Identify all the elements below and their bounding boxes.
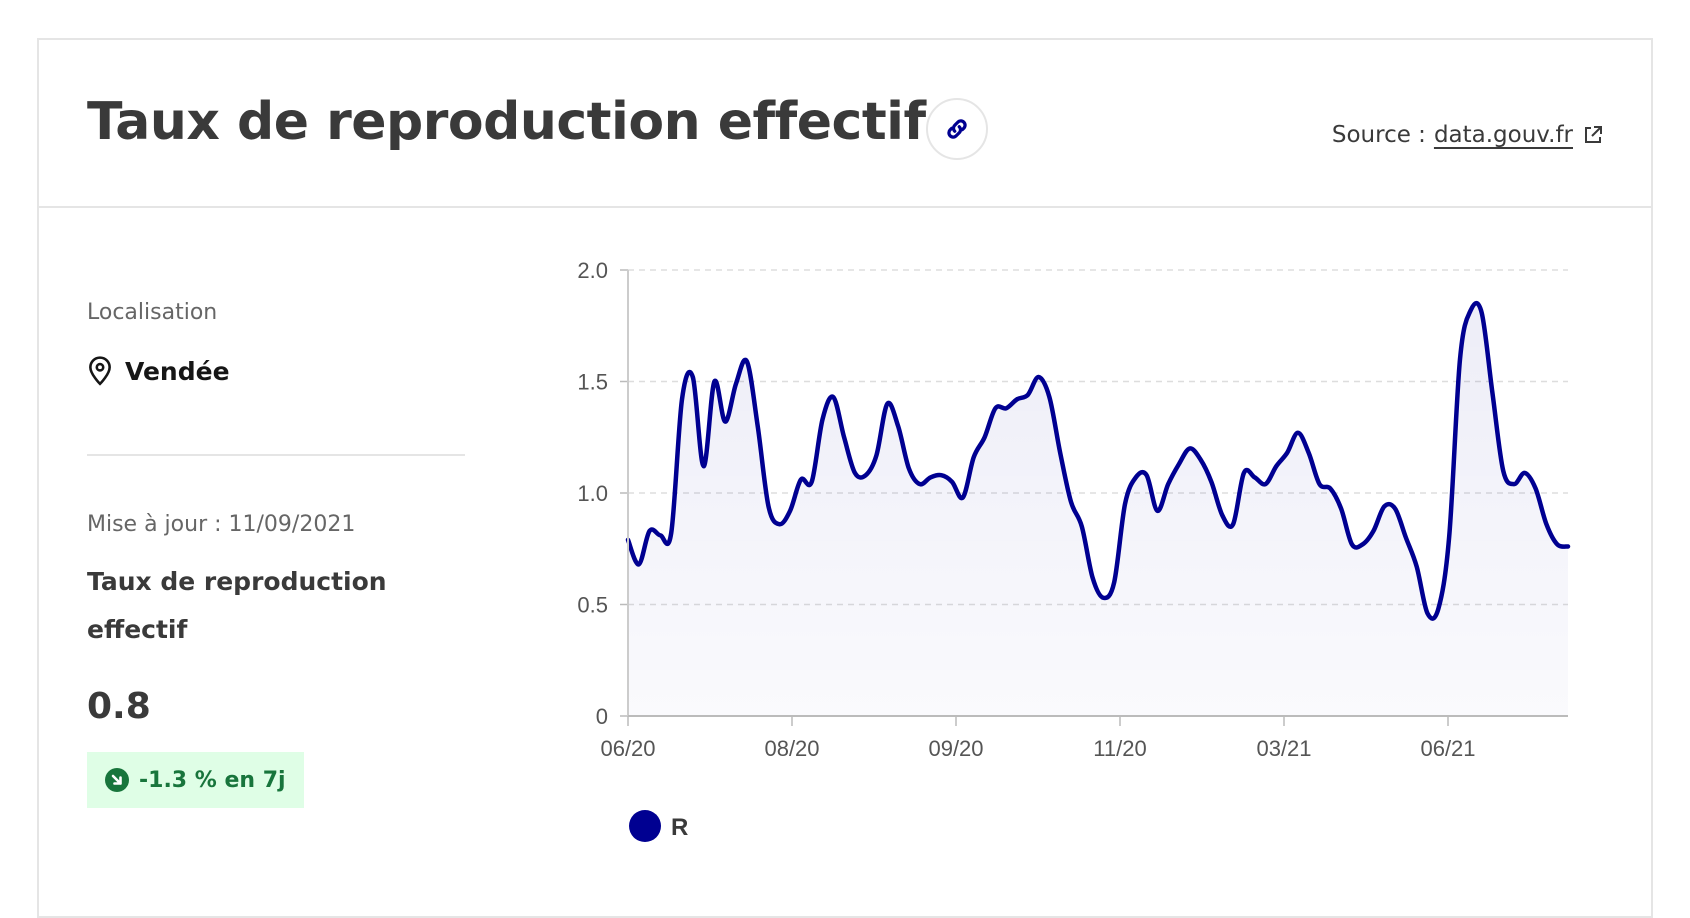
- series-line-r: [625, 300, 1571, 621]
- source-label: Source :: [1331, 122, 1426, 148]
- x-tick-label: 11/20: [1093, 736, 1146, 761]
- trend-text: -1.3 % en 7j: [139, 767, 286, 793]
- legend-label-r: R: [671, 814, 688, 841]
- x-tick-label: 06/20: [600, 736, 655, 761]
- x-tick-label: 09/20: [928, 736, 983, 761]
- y-tick-label: 1.0: [577, 481, 608, 506]
- arrow-down-right-icon: [105, 768, 129, 792]
- y-tick-label: 0: [596, 704, 608, 729]
- y-tick-label: 2.0: [577, 258, 608, 283]
- series-area-r: [628, 303, 1568, 716]
- y-tick-label: 0.5: [577, 593, 608, 618]
- copy-link-button[interactable]: [926, 98, 988, 160]
- location-label: Localisation: [87, 300, 218, 325]
- metric-value: 0.8: [87, 686, 151, 727]
- y-tick-label: 1.5: [577, 370, 608, 395]
- trend-badge: -1.3 % en 7j: [87, 752, 304, 808]
- x-tick-label: 06/21: [1420, 736, 1475, 761]
- card-header: Taux de reproduction effectif Source : d…: [39, 40, 1651, 208]
- x-tick-label: 08/20: [764, 736, 819, 761]
- page-title: Taux de reproduction effectif: [87, 92, 926, 152]
- source-info: Source : data.gouv.fr: [1332, 122, 1603, 148]
- link-icon: [947, 119, 967, 139]
- source-link-text: data.gouv.fr: [1433, 122, 1573, 148]
- source-link[interactable]: data.gouv.fr: [1434, 122, 1603, 148]
- external-link-icon: [1585, 126, 1602, 143]
- metric-name: Taux de reproduction effectif: [87, 567, 387, 644]
- divider: [87, 454, 465, 456]
- legend-swatch-r: [629, 810, 661, 842]
- location-name: Vendée: [125, 356, 230, 386]
- map-pin-icon: [89, 356, 111, 386]
- indicator-card: Taux de reproduction effectif Source : d…: [37, 38, 1653, 918]
- update-date: Mise à jour : 11/09/2021: [87, 512, 356, 537]
- x-tick-label: 03/21: [1256, 736, 1311, 761]
- location-value: Vendée: [87, 356, 230, 386]
